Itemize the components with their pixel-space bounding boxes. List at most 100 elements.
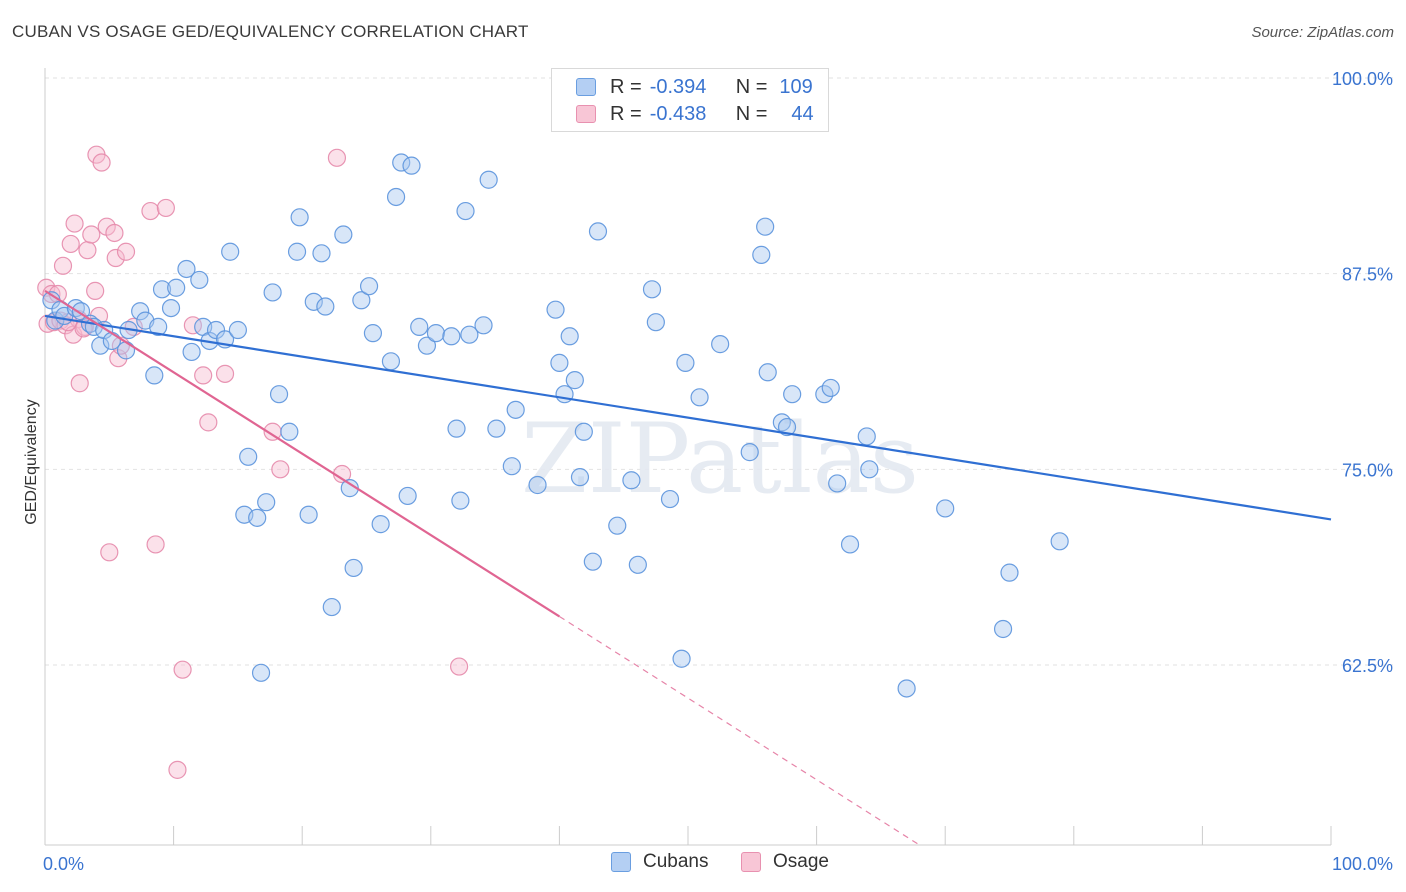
r-label: R =	[610, 75, 642, 98]
cubans-trend-line	[44, 314, 1332, 521]
n-label: N =	[735, 75, 768, 98]
cubans-point	[287, 242, 307, 261]
osage-point	[70, 374, 89, 393]
osage-point	[199, 413, 218, 432]
cubans-point	[783, 385, 802, 404]
cubans-point	[570, 468, 590, 487]
cubans-point	[642, 280, 662, 299]
cubans-point	[860, 460, 879, 479]
cubans-point	[131, 302, 150, 321]
series-legend: Cubans Osage	[0, 851, 1406, 877]
cubans-point	[1000, 563, 1019, 582]
osage-point	[100, 543, 119, 562]
osage-point	[78, 241, 97, 260]
osage-point	[194, 366, 213, 385]
cubans-point	[381, 352, 401, 371]
watermark: ZIPatlas	[521, 403, 919, 515]
cubans-point	[363, 324, 383, 343]
cubans-point	[263, 283, 282, 302]
cubans-point	[752, 245, 771, 264]
cubans-point	[565, 371, 584, 390]
cubans-point	[502, 457, 521, 476]
cubans-point	[456, 201, 475, 221]
osage-point	[327, 148, 347, 167]
cubans-point	[758, 363, 777, 382]
trend-layer	[44, 289, 1332, 846]
cubans-point	[248, 508, 267, 527]
osage-point	[173, 660, 192, 679]
n-label: N =	[735, 102, 768, 125]
cubans-point	[398, 486, 417, 506]
cubans-point	[269, 385, 289, 404]
cubans-point	[479, 170, 498, 189]
cubans-point	[334, 225, 353, 244]
cubans-point	[740, 443, 759, 462]
cubans-series	[42, 153, 1069, 698]
cubans-point	[460, 325, 479, 344]
osage-point	[215, 364, 235, 383]
osage-point	[106, 248, 125, 268]
osage-legend-swatch	[741, 852, 761, 872]
cubans-point	[828, 474, 847, 493]
osage-point	[449, 657, 469, 676]
cubans-point	[442, 327, 461, 346]
cubans-point	[152, 280, 172, 299]
cubans-point	[392, 153, 411, 172]
cubans-point	[167, 278, 186, 297]
cubans-point	[857, 427, 876, 446]
osage-point	[271, 460, 290, 479]
cubans-legend-label: Cubans	[643, 851, 709, 872]
osage-trend-extension	[559, 615, 920, 846]
r-value: -0.438	[649, 102, 707, 125]
cubans-point	[560, 327, 579, 346]
cubans-point	[161, 299, 181, 318]
cubans-point	[402, 156, 421, 175]
y-tick-label: 100.0%	[1332, 69, 1393, 89]
cubans-point	[352, 291, 371, 310]
legend-row-osage: R = -0.438 N = 44	[576, 101, 814, 127]
cubans-point	[386, 187, 406, 207]
cubans-point	[622, 471, 641, 490]
osage-trend-line	[44, 289, 560, 618]
cubans-point	[756, 217, 775, 236]
cubans-point	[546, 300, 565, 319]
cubans-legend-swatch	[611, 852, 631, 872]
cubans-point	[257, 493, 276, 512]
osage-point	[92, 153, 111, 172]
osage-point	[141, 201, 160, 221]
cubans-point	[221, 242, 240, 261]
cubans-point	[583, 552, 602, 571]
source-label: Source: ZipAtlas.com	[1251, 24, 1394, 41]
osage-legend-label: Osage	[773, 851, 829, 872]
n-value: 109	[779, 75, 813, 98]
cubans-point	[451, 491, 470, 510]
cubans-point	[660, 489, 680, 509]
legend-item-cubans[interactable]: Cubans	[611, 851, 709, 873]
cubans-point	[711, 335, 730, 354]
cubans-point	[280, 422, 299, 441]
cubans-point	[474, 316, 493, 335]
cubans-point	[1050, 532, 1069, 551]
legend-item-osage[interactable]: Osage	[741, 851, 829, 873]
correlation-legend: R = -0.394 N = 109 R = -0.438 N = 44	[551, 68, 829, 132]
cubans-point	[690, 388, 709, 407]
osage-point	[82, 225, 101, 244]
osage-point	[53, 256, 73, 275]
cubans-point	[628, 555, 647, 574]
osage-point	[156, 198, 175, 218]
cubans-point	[182, 342, 201, 362]
cubans-point	[190, 270, 209, 290]
x-tick-label: 0.0%	[43, 854, 84, 874]
y-tick-label: 75.0%	[1342, 460, 1393, 480]
chart-title: CUBAN VS OSAGE GED/EQUIVALENCY CORRELATI…	[12, 22, 529, 41]
cubans-point	[550, 353, 569, 372]
cubans-point	[312, 244, 331, 263]
r-label: R =	[610, 102, 642, 125]
cubans-point	[251, 663, 271, 682]
cubans-point	[608, 516, 627, 535]
cubans-point	[290, 208, 309, 227]
labels-layer: 100.0% 87.5% 75.0% 62.5% 0.0% 100.0% GED/Equiv…	[23, 69, 1393, 874]
osage-point	[61, 234, 80, 254]
cubans-point	[840, 535, 860, 554]
